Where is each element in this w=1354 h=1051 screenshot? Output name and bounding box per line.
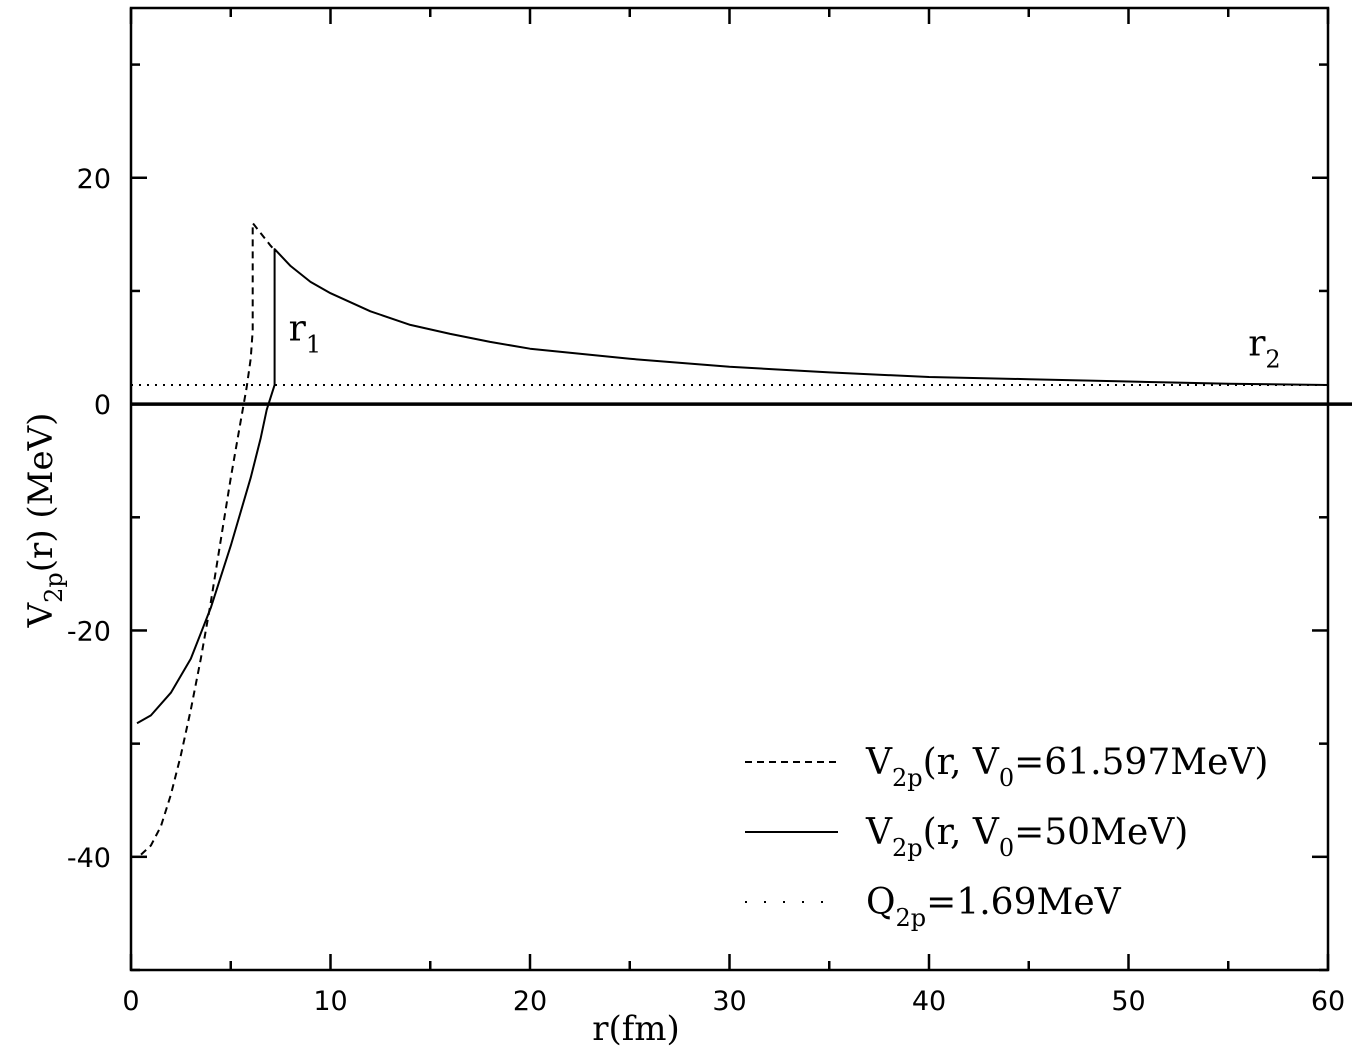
legend: V2p(r, V0=61.597MeV) V2p(r, V0=50MeV) Q2p=… [745,742,1268,932]
x-axis-title: r(fm) [592,1009,680,1049]
legend-label-v0-61: V2p(r, V0=61.597MeV) [865,742,1268,792]
annotation-r2: r2 [1248,323,1281,373]
x-tick-label: 50 [1111,986,1145,1017]
tick-labels: 0 10 20 30 40 50 60 -40 -20 0 20 [67,164,1345,1017]
x-tick-label: 60 [1311,986,1345,1017]
y-tick-label: -20 [67,616,111,647]
series-line-v0-61 [140,222,276,856]
x-tick-label: 20 [513,986,547,1017]
y-axis-title-rest: (r) (MeV) [21,413,61,573]
x-tick-label: 10 [313,986,347,1017]
plot-frame [129,6,1330,972]
y-tick-label: -40 [67,843,111,874]
x-tick-label: 30 [712,986,746,1017]
series-line-v0-50 [136,248,1329,725]
legend-label-v0-50: V2p(r, V0=50MeV) [865,812,1188,862]
y-tick-label: 0 [94,390,111,421]
y-tick-label: 20 [77,164,111,195]
y-axis-title-sub: 2p [40,572,68,603]
x-tick-label: 0 [122,986,139,1017]
y-axis-title-main: V [21,601,61,628]
annotation-r1: r1 [289,309,322,359]
x-tick-label: 40 [912,986,946,1017]
series-lines [131,222,1329,856]
y-axis-title: V2p(r) (MeV) [21,413,68,629]
annotations: r1 r2 [289,309,1281,374]
legend-label-q2p: Q2p=1.69MeV [866,882,1122,932]
